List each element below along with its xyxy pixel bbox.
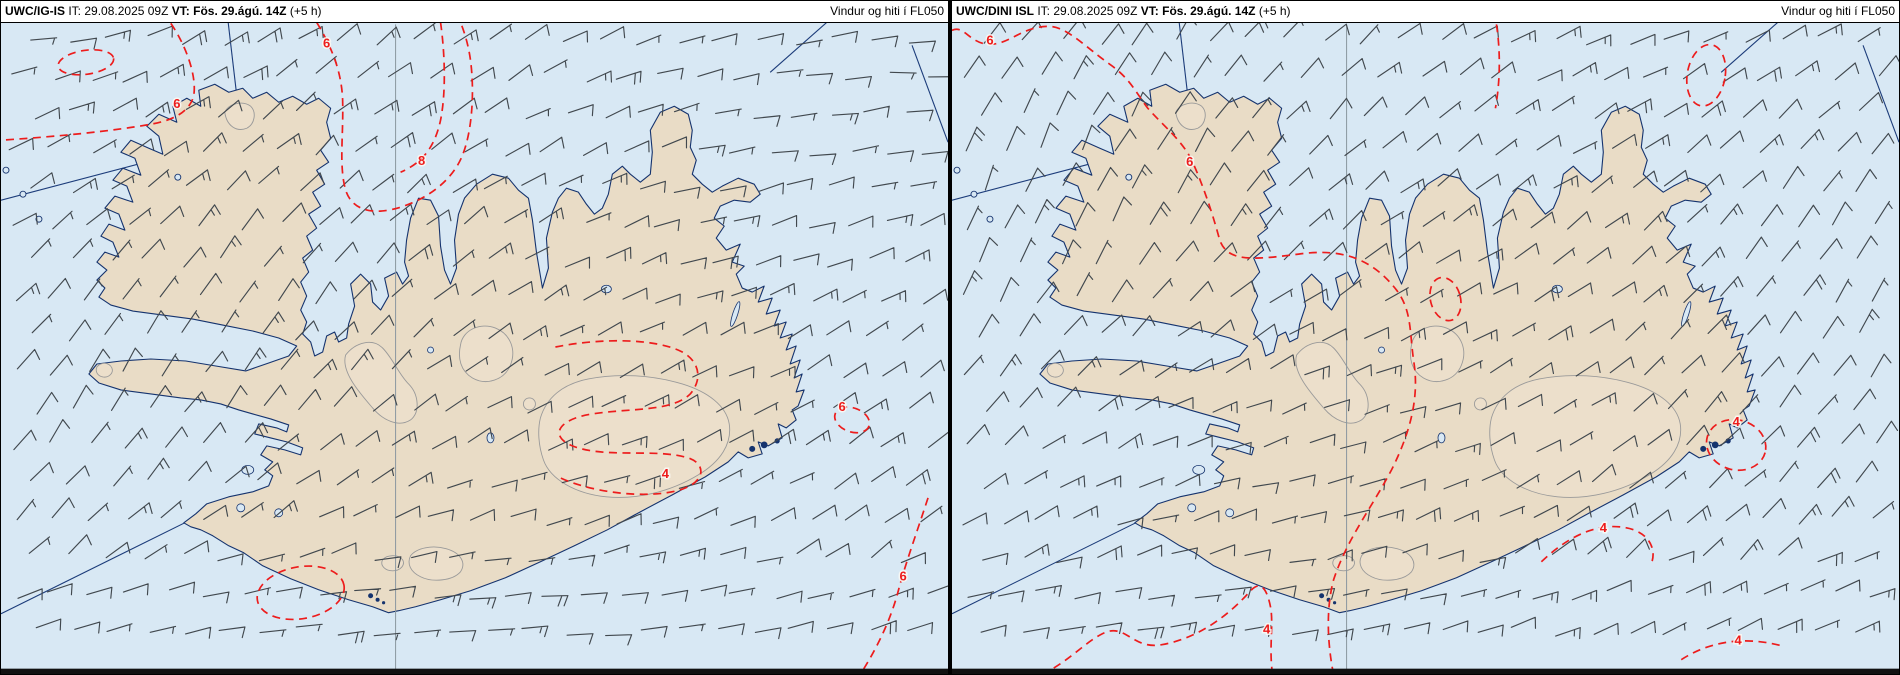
isotherm-contour-closed	[1705, 418, 1767, 472]
glacier-outline	[1332, 555, 1355, 572]
graticule-line	[769, 23, 827, 73]
isotherm-contour	[1041, 585, 1274, 674]
glacier-outline	[224, 102, 255, 130]
isotherm-label: 6	[1186, 154, 1193, 169]
lead-time: (+5 h)	[1258, 4, 1291, 18]
map-layers: 6 6 8 4 6 6	[1, 23, 948, 674]
lake	[730, 301, 741, 327]
isotherm-contour	[400, 23, 446, 173]
panel-header: UWC/DINI ISL IT: 29.08.2025 09Z VT: Fös.…	[952, 1, 1899, 23]
glacier-outline	[1175, 102, 1206, 130]
glacier-outline	[344, 341, 418, 424]
isotherm-label: 6	[839, 399, 846, 414]
isotherm-label: 4	[1600, 520, 1608, 535]
isotherm-contour-closed	[256, 565, 346, 621]
glacier-outline	[1473, 397, 1487, 411]
islet-circle	[1125, 173, 1133, 181]
island	[1332, 601, 1337, 605]
map-frame-bottom	[1, 668, 948, 674]
island	[368, 593, 374, 599]
forecast-panel-uwc-ig-is: UWC/IG-IS IT: 29.08.2025 09Z VT: Fös. 29…	[0, 0, 950, 675]
isotherm-label: 6	[173, 96, 180, 111]
island	[1700, 445, 1707, 452]
model-label: UWC/IG-IS	[5, 4, 65, 18]
isotherm-label: 4	[1733, 414, 1741, 429]
init-time: 29.08.2025 09Z	[1053, 4, 1138, 18]
isotherm-contour	[952, 25, 1417, 674]
isotherm-contour-closed	[833, 406, 871, 434]
panel-header-run-info: UWC/DINI ISL IT: 29.08.2025 09Z VT: Fös.…	[956, 4, 1291, 18]
islet-circle	[174, 173, 182, 181]
valid-time: Fös. 29.ágú. 14Z	[1162, 4, 1256, 18]
forecast-panel-uwc-dini-isl: UWC/DINI ISL IT: 29.08.2025 09Z VT: Fös.…	[950, 0, 1900, 675]
init-time: 29.08.2025 09Z	[84, 4, 169, 18]
lead-time: (+5 h)	[289, 4, 322, 18]
lake	[1378, 346, 1385, 354]
panel-header-run-info: UWC/IG-IS IT: 29.08.2025 09Z VT: Fös. 29…	[5, 4, 322, 18]
lake	[1437, 432, 1446, 444]
map-uwc-dini-isl: 6 6 4 4 4 4	[952, 23, 1899, 674]
graticule-line	[1720, 23, 1778, 73]
island	[1319, 593, 1325, 599]
islet-circle	[2, 166, 10, 174]
glacier-outline	[1409, 325, 1465, 382]
panel-header: UWC/IG-IS IT: 29.08.2025 09Z VT: Fös. 29…	[1, 1, 948, 23]
lake	[600, 284, 612, 294]
glacier-outline	[522, 397, 536, 411]
graticule-line	[1862, 45, 1899, 143]
islet-circle	[970, 190, 978, 198]
glacier-outline	[1295, 341, 1369, 424]
isotherm-contour-closed	[57, 48, 115, 76]
graticule-line	[952, 519, 1143, 615]
lake	[1192, 464, 1206, 475]
wind-barbs	[962, 23, 1899, 642]
product-label: Vindur og hiti í FL050	[1781, 4, 1895, 18]
graticule-line	[1, 519, 192, 615]
islet-circle	[19, 190, 27, 198]
isotherm-label: 4	[1263, 622, 1271, 637]
glacier-outline	[538, 375, 731, 498]
island	[381, 601, 386, 605]
product-label: Vindur og hiti í FL050	[830, 4, 944, 18]
isotherm-contour	[1540, 525, 1654, 565]
isotherm-label: 4	[1735, 633, 1743, 648]
map-uwc-ig-is: 6 6 8 4 6 6	[1, 23, 948, 674]
isotherm-contour	[1, 23, 196, 142]
lake	[236, 503, 246, 513]
lake	[1225, 508, 1235, 518]
glacier-outline	[458, 325, 514, 382]
lake	[486, 432, 495, 444]
isotherm-label: 6	[323, 35, 330, 50]
island	[749, 445, 756, 452]
isotherm-contour	[316, 23, 474, 213]
isotherm-label: 8	[418, 153, 425, 168]
isotherm-label: 4	[662, 466, 670, 481]
graticule-line	[1, 157, 161, 201]
lake	[427, 346, 434, 354]
island	[375, 597, 380, 602]
islet-circle	[953, 166, 961, 174]
map-frame-bottom	[952, 668, 1899, 674]
map-layers: 6 6 4 4 4 4	[952, 23, 1899, 674]
glacier-outline	[95, 362, 113, 378]
isotherm-contour	[859, 497, 929, 674]
glacier-outline	[1046, 362, 1064, 378]
graticule-line	[911, 45, 948, 143]
isotherm-label: 6	[899, 569, 906, 584]
isotherm-contour	[1494, 24, 1501, 109]
model-label: UWC/DINI ISL	[956, 4, 1034, 18]
isotherm-contour-closed	[1429, 276, 1462, 322]
isotherm-contour	[555, 339, 702, 496]
isotherm-label: 6	[986, 32, 993, 47]
wind-barbs	[8, 23, 948, 646]
island	[1711, 441, 1719, 449]
islet-circle	[986, 215, 994, 223]
lake	[1187, 503, 1197, 513]
island	[760, 441, 768, 449]
valid-time: Fös. 29.ágú. 14Z	[193, 4, 287, 18]
isotherm-contour-closed	[1685, 43, 1727, 107]
